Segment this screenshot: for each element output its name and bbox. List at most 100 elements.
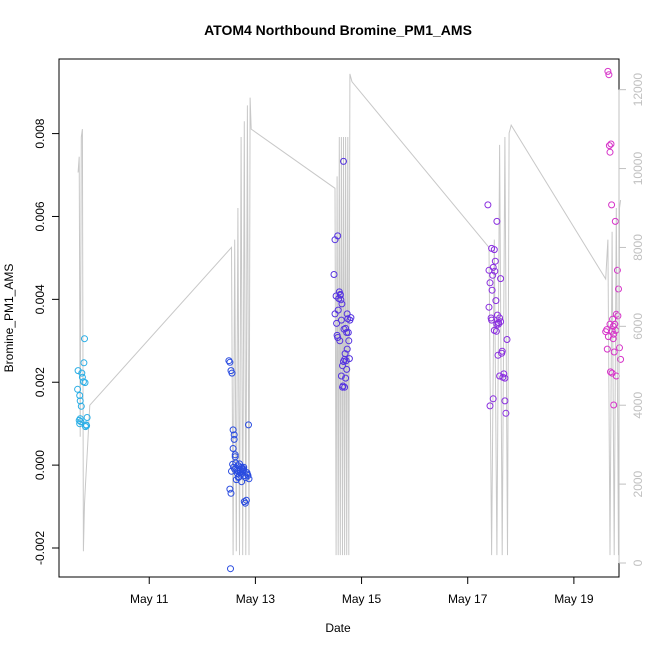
y2-tick-label: 6000: [631, 313, 645, 340]
data-point: [493, 217, 501, 225]
data-point: [501, 374, 509, 382]
y-tick-label: 0.004: [33, 284, 47, 314]
y2-tick-label: 2000: [631, 470, 645, 497]
data-point: [603, 345, 611, 353]
data-point: [76, 415, 84, 423]
data-point: [341, 383, 349, 391]
x-tick-label: May 15: [342, 592, 382, 606]
data-point: [230, 435, 238, 443]
data-point: [492, 297, 500, 305]
data-point: [339, 382, 347, 390]
data-point: [606, 320, 614, 328]
data-point: [342, 324, 350, 332]
data-point: [347, 314, 355, 322]
data-point: [608, 201, 616, 209]
data-point: [78, 369, 86, 377]
data-point: [607, 140, 615, 148]
data-point: [490, 246, 498, 254]
y2-tick-label: 4000: [631, 392, 645, 419]
y-tick-label: 0.006: [33, 201, 47, 231]
data-point: [230, 431, 238, 439]
secondary-series-layer: [77, 73, 622, 556]
data-point: [238, 463, 246, 471]
data-point: [226, 358, 234, 366]
data-point: [336, 291, 344, 299]
data-point: [227, 489, 235, 497]
data-point: [489, 271, 497, 279]
data-point: [77, 402, 85, 410]
data-point: [610, 348, 618, 356]
x-tick-label: May 19: [554, 592, 594, 606]
data-point: [489, 395, 497, 403]
data-point: [341, 350, 349, 358]
data-point: [617, 355, 625, 363]
data-point: [500, 370, 508, 378]
data-point: [81, 335, 88, 343]
data-point: [495, 320, 502, 328]
data-point: [502, 409, 510, 417]
data-point: [227, 565, 234, 573]
data-point: [613, 266, 621, 274]
data-point: [343, 345, 351, 353]
data-point: [605, 71, 613, 79]
data-point: [491, 257, 499, 265]
y2-tick-label: 8000: [631, 234, 645, 261]
data-point: [245, 475, 253, 483]
y-tick-label: -0.002: [33, 531, 47, 565]
data-point: [330, 271, 338, 278]
data-point: [343, 310, 351, 318]
data-point: [242, 474, 250, 481]
data-point: [611, 217, 619, 225]
y-tick-label: 0.008: [33, 118, 47, 148]
data-point: [501, 397, 509, 405]
data-point: [75, 416, 83, 424]
data-point: [494, 351, 502, 359]
data-point: [339, 362, 346, 370]
data-point: [234, 474, 242, 481]
data-point: [337, 372, 345, 380]
data-point: [485, 303, 493, 311]
data-point: [337, 296, 345, 304]
data-point: [609, 335, 617, 343]
secondary-series-line: [77, 73, 622, 556]
data-point: [610, 401, 618, 409]
data-point: [231, 453, 239, 461]
data-point: [81, 379, 89, 387]
data-point: [243, 470, 251, 478]
data-point: [488, 316, 496, 324]
data-point: [486, 402, 494, 410]
data-point: [245, 421, 252, 429]
data-point: [345, 355, 353, 363]
data-point: [490, 326, 498, 334]
data-point: [334, 232, 342, 240]
axes-layer: May 11 May 13 May 15 May 17 May 19 -0.002 0.00…: [33, 73, 645, 606]
data-point: [74, 385, 82, 393]
data-point: [338, 300, 346, 308]
y-tick-label: 0.002: [33, 367, 47, 397]
data-point: [614, 312, 622, 320]
data-point: [488, 286, 496, 294]
data-point: [229, 445, 237, 452]
data-point: [333, 319, 341, 327]
data-point: [485, 266, 493, 274]
data-point: [486, 279, 494, 287]
data-point: [76, 392, 84, 399]
data-point: [343, 329, 351, 336]
data-point: [231, 451, 239, 459]
data-point: [83, 422, 91, 430]
data-point: [605, 142, 613, 150]
data-point: [484, 201, 492, 209]
x-axis-label: Date: [325, 621, 351, 635]
x-tick-label: May 13: [236, 592, 276, 606]
data-point: [77, 418, 85, 426]
data-point: [228, 369, 236, 377]
y-axis-label: Bromine_PM1_AMS: [2, 264, 16, 373]
x-tick-label: May 17: [448, 592, 488, 606]
data-points-layer: [74, 67, 625, 573]
chart-title: ATOM4 Northbound Bromine_PM1_AMS: [204, 22, 472, 38]
data-point: [340, 157, 347, 165]
y2-tick-label: 10000: [631, 152, 645, 186]
data-point: [80, 359, 88, 367]
